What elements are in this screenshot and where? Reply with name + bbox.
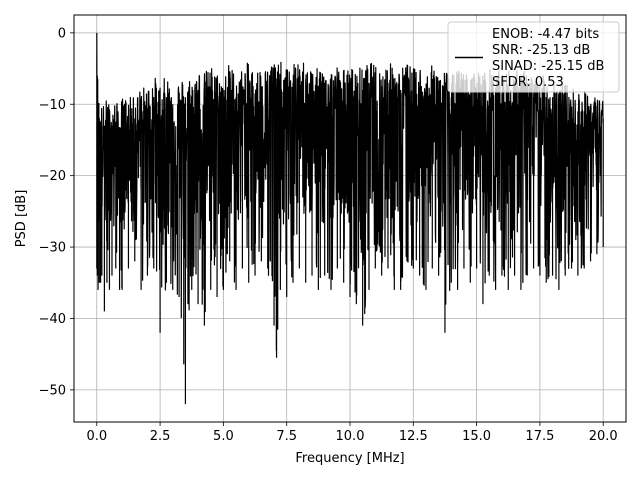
y-tick-label: 0	[58, 26, 66, 41]
y-axis-label: PSD [dB]	[14, 190, 29, 248]
legend-entry: ENOB: -4.47 bits	[492, 27, 599, 42]
legend-entry: SFDR: 0.53	[492, 75, 564, 90]
y-tick-label: −20	[39, 169, 66, 184]
psd-line	[96, 32, 604, 405]
x-tick-label: 20.0	[589, 429, 618, 444]
legend-entry: SNR: -25.13 dB	[492, 43, 590, 58]
x-axis: 0.0 2.5 5.0 7.5 10.0 12.5 15.0 17.5 20.0	[86, 422, 618, 444]
y-tick-label: −40	[39, 312, 66, 327]
x-tick-label: 17.5	[525, 429, 554, 444]
x-tick-label: 5.0	[213, 429, 234, 444]
psd-trace	[96, 32, 604, 405]
legend-box	[447, 21, 620, 93]
x-tick-label: 7.5	[276, 429, 297, 444]
x-axis-label: Frequency [MHz]	[295, 451, 404, 466]
legend-entry: SINAD: -25.15 dB	[492, 59, 604, 74]
x-tick-label: 0.0	[86, 429, 107, 444]
x-tick-label: 12.5	[399, 429, 428, 444]
y-tick-label: −10	[39, 98, 66, 113]
y-tick-label: −30	[39, 241, 66, 256]
y-axis: 0 −10 −20 −30 −40 −50	[39, 26, 74, 398]
x-tick-label: 10.0	[336, 429, 365, 444]
x-tick-label: 2.5	[150, 429, 171, 444]
x-tick-label: 15.0	[462, 429, 491, 444]
y-tick-label: −50	[39, 383, 66, 398]
